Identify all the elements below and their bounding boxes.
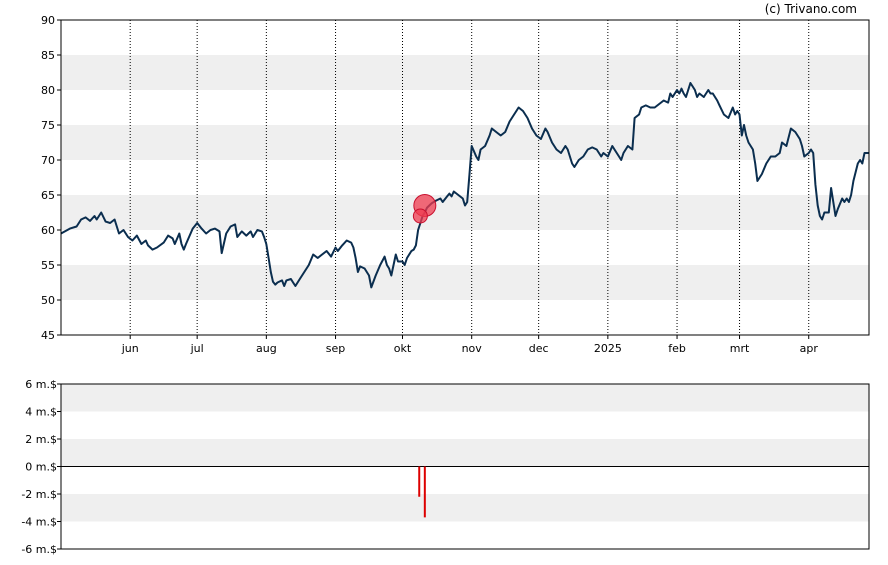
credit-label: (c) Trivano.com bbox=[765, 2, 857, 16]
volume-band bbox=[61, 384, 869, 412]
price-y-tick-label: 55 bbox=[41, 259, 55, 272]
month-tick-label: 2025 bbox=[594, 342, 622, 355]
volume-y-tick-label: 2 m.$ bbox=[25, 433, 57, 446]
month-tick-label: nov bbox=[462, 342, 483, 355]
price-y-tick-label: 70 bbox=[41, 154, 55, 167]
volume-band bbox=[61, 494, 869, 522]
month-tick-label: dec bbox=[529, 342, 549, 355]
price-y-tick-label: 45 bbox=[41, 329, 55, 342]
volume-panel: 6 m.$ 4 m.$ 2 m.$ 0 m.$ -2 m.$ -4 m.$ -6 m.$ bbox=[21, 378, 870, 556]
month-tick-label: jul bbox=[190, 342, 204, 355]
month-tick-label: jun bbox=[121, 342, 139, 355]
price-band bbox=[61, 125, 869, 160]
price-series-line bbox=[60, 82, 869, 289]
month-tick-label: aug bbox=[256, 342, 277, 355]
volume-band bbox=[61, 439, 869, 467]
price-y-tick-label: 80 bbox=[41, 84, 55, 97]
volume-y-tick-label: 6 m.$ bbox=[25, 378, 57, 391]
price-band bbox=[61, 195, 869, 230]
price-y-tick-label: 85 bbox=[41, 49, 55, 62]
volume-frame bbox=[60, 383, 870, 550]
price-y-tick-label: 75 bbox=[41, 119, 55, 132]
volume-y-tick-label: -4 m.$ bbox=[21, 516, 57, 529]
volume-y-tick-label: -2 m.$ bbox=[21, 488, 57, 501]
price-y-tick-label: 90 bbox=[41, 14, 55, 27]
price-y-tick-label: 60 bbox=[41, 224, 55, 237]
price-y-tick-label: 50 bbox=[41, 294, 55, 307]
price-band bbox=[61, 265, 869, 300]
month-tick-label: okt bbox=[394, 342, 412, 355]
month-tick-label: mrt bbox=[730, 342, 750, 355]
price-panel: jun jul aug sep okt nov dec 2025 feb mrt apr 45 50 55… bbox=[41, 14, 870, 355]
price-band bbox=[61, 55, 869, 90]
volume-y-tick-label: -6 m.$ bbox=[21, 543, 57, 556]
volume-y-tick-label: 0 m.$ bbox=[25, 461, 57, 474]
month-tick-label: sep bbox=[326, 342, 345, 355]
month-tick-label: feb bbox=[668, 342, 686, 355]
price-frame bbox=[60, 19, 870, 336]
trade-marker bbox=[412, 208, 428, 224]
volume-y-tick-label: 4 m.$ bbox=[25, 406, 57, 419]
month-tick-label: apr bbox=[800, 342, 819, 355]
price-y-tick-label: 65 bbox=[41, 189, 55, 202]
